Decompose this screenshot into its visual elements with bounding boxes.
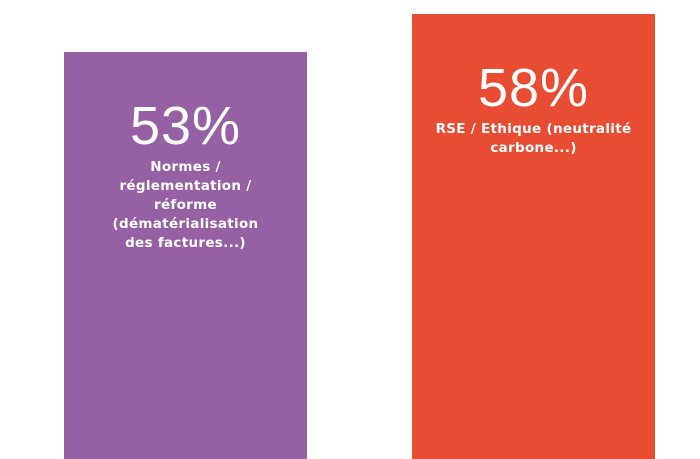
value-label: 58%: [477, 57, 590, 118]
bar: 53% Normes / réglementation / réforme (dé…: [64, 52, 307, 459]
bar: 58% RSE / Ethique (neutralité carbone...): [412, 13, 655, 459]
category-label: RSE / Ethique (neutralité carbone...): [435, 120, 632, 156]
value-label: 53%: [129, 96, 242, 157]
category-label: Normes / réglementation / réforme (démat…: [112, 159, 259, 252]
